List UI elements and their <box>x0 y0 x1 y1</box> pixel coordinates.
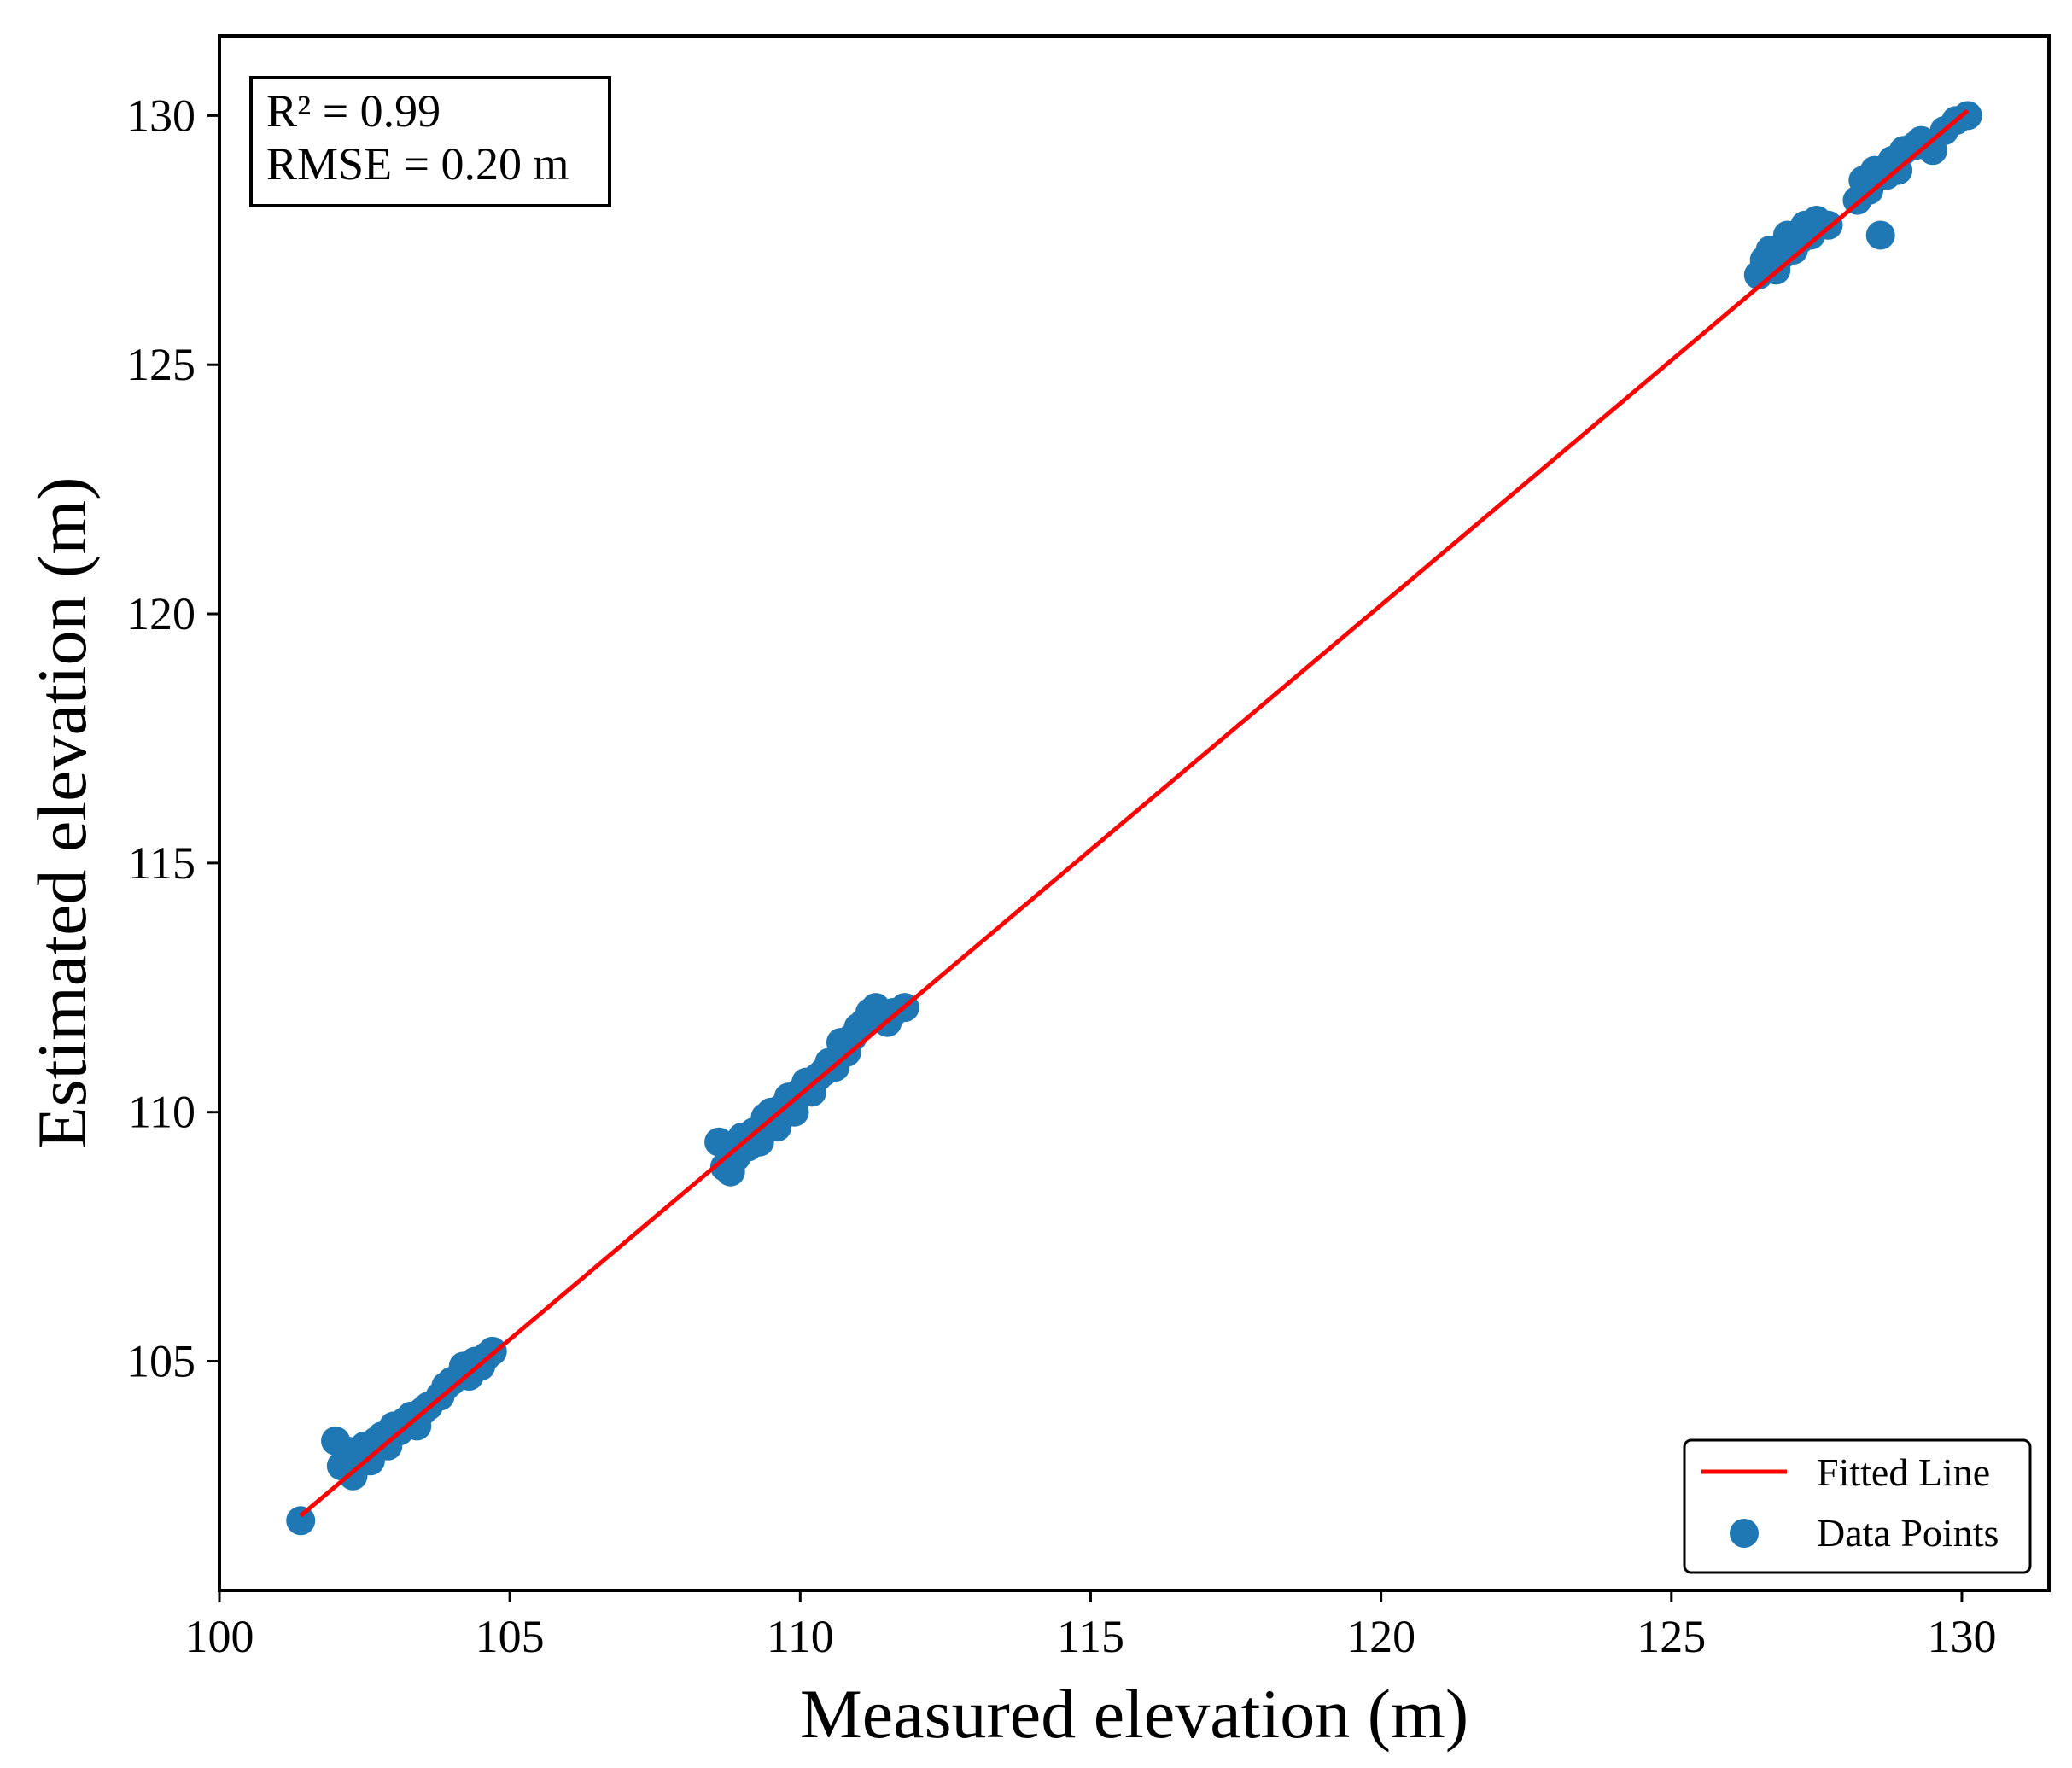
data-point <box>286 1506 316 1536</box>
x-axis-label: Measured elevation (m) <box>800 1675 1468 1753</box>
x-tick-label: 110 <box>767 1611 834 1662</box>
r-squared-text: R² = 0.99 <box>266 85 441 137</box>
y-tick-label: 125 <box>126 339 196 390</box>
annotation-box <box>249 76 611 207</box>
y-tick-label: 115 <box>128 837 196 889</box>
x-tick-label: 105 <box>476 1611 545 1662</box>
y-tick-label: 130 <box>126 90 196 141</box>
rmse-text: RMSE = 0.20 m <box>266 138 569 190</box>
x-tick-label: 100 <box>185 1611 254 1662</box>
x-tick-label: 130 <box>1927 1611 1996 1662</box>
x-axis: 100 105 110 115 120 125 130 <box>185 1590 1996 1662</box>
x-tick-label: 120 <box>1346 1611 1415 1662</box>
plot-area <box>286 101 1982 1536</box>
data-point <box>1865 220 1895 250</box>
legend-point-swatch <box>1730 1519 1759 1548</box>
y-tick-label: 105 <box>126 1336 196 1387</box>
legend-label-fitted-line: Fitted Line <box>1817 1450 1990 1494</box>
y-axis-label: Estimated elevation (m) <box>23 477 101 1150</box>
y-tick-label: 120 <box>126 588 196 639</box>
stats-annotation: R² = 0.99 RMSE = 0.20 m <box>249 76 611 207</box>
x-tick-label: 125 <box>1637 1611 1706 1662</box>
legend: Fitted Line Data Points <box>1683 1438 2032 1574</box>
y-axis: 105 110 115 120 125 130 <box>126 90 219 1387</box>
data-point <box>1952 101 1982 131</box>
legend-label-data-points: Data Points <box>1817 1511 1999 1555</box>
fitted-line <box>299 108 1970 1518</box>
y-tick-label: 110 <box>128 1087 196 1138</box>
x-tick-label: 115 <box>1057 1611 1124 1662</box>
plot-frame <box>218 34 2051 1592</box>
